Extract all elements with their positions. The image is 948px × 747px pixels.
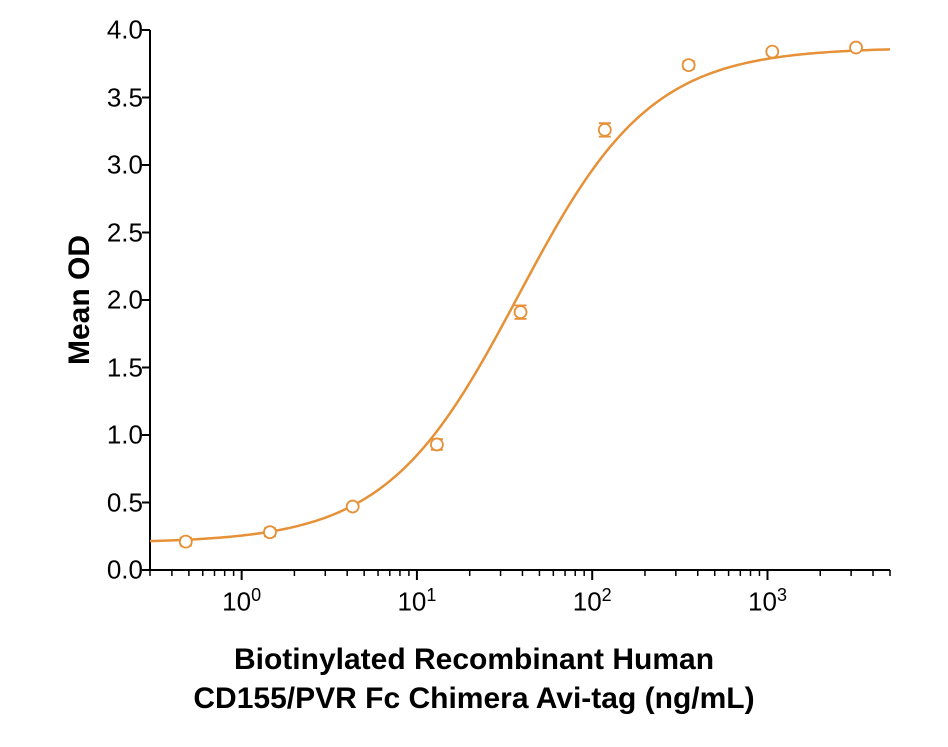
chart-svg <box>0 0 948 747</box>
chart-container: Mean OD Biotinylated Recombinant Human C… <box>0 0 948 747</box>
